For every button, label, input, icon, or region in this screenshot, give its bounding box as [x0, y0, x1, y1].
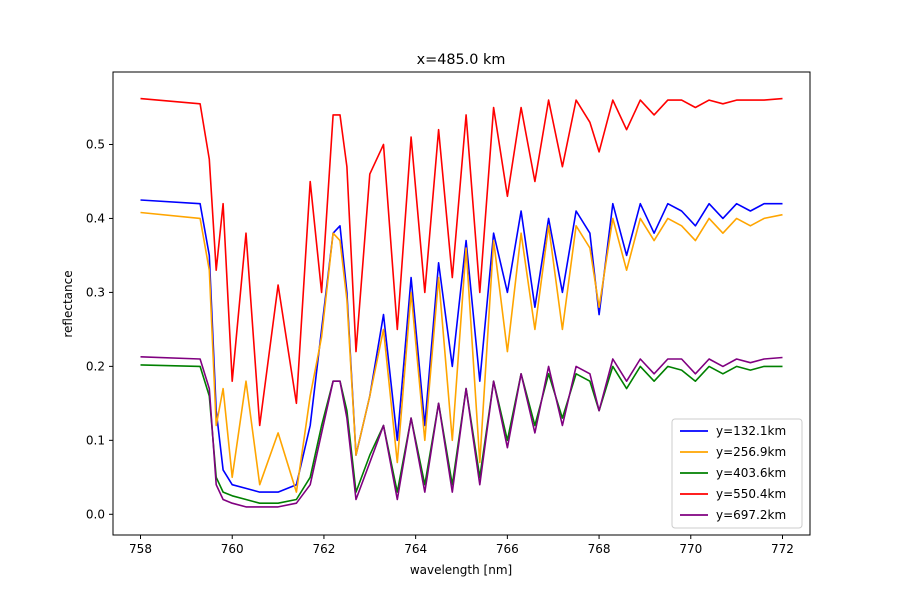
y-tick-label: 0.0	[86, 507, 105, 521]
legend-label-2: y=256.9km	[716, 445, 786, 459]
x-tick-label: 770	[679, 542, 702, 556]
series-line-4	[140, 97, 783, 427]
series-line-5	[140, 356, 783, 508]
x-tick-label: 764	[404, 542, 427, 556]
y-tick-label: 0.1	[86, 433, 105, 447]
x-axis: 758 760 762 764 766 768 770 772	[129, 535, 794, 556]
y-tick-label: 0.4	[86, 211, 105, 225]
legend-label-4: y=550.4km	[716, 487, 786, 501]
plot-frame	[112, 71, 811, 536]
y-axis: 0.0 0.1 0.2 0.3 0.4 0.5	[86, 137, 113, 521]
series-line-1	[140, 199, 783, 493]
chart-title: x=485.0 km	[417, 52, 506, 68]
x-tick-label: 762	[312, 542, 335, 556]
y-axis-label: reflectance	[61, 270, 75, 337]
x-tick-label: 768	[588, 542, 611, 556]
legend-label-5: y=697.2km	[716, 508, 786, 522]
x-tick-label: 760	[221, 542, 244, 556]
plot-area	[140, 97, 783, 508]
x-tick-label: 772	[771, 542, 794, 556]
legend-box	[671, 418, 803, 529]
legend-label-1: y=132.1km	[716, 424, 786, 438]
legend-label-3: y=403.6km	[716, 466, 786, 480]
x-tick-label: 758	[129, 542, 152, 556]
y-tick-label: 0.2	[86, 359, 105, 373]
legend: y=132.1km y=256.9km y=403.6km y=550.4km y=69…	[671, 418, 803, 529]
x-axis-label: wavelength [nm]	[410, 563, 512, 577]
series-line-2	[140, 211, 783, 493]
y-tick-label: 0.5	[86, 137, 105, 151]
x-tick-label: 766	[496, 542, 519, 556]
y-tick-label: 0.3	[86, 285, 105, 299]
